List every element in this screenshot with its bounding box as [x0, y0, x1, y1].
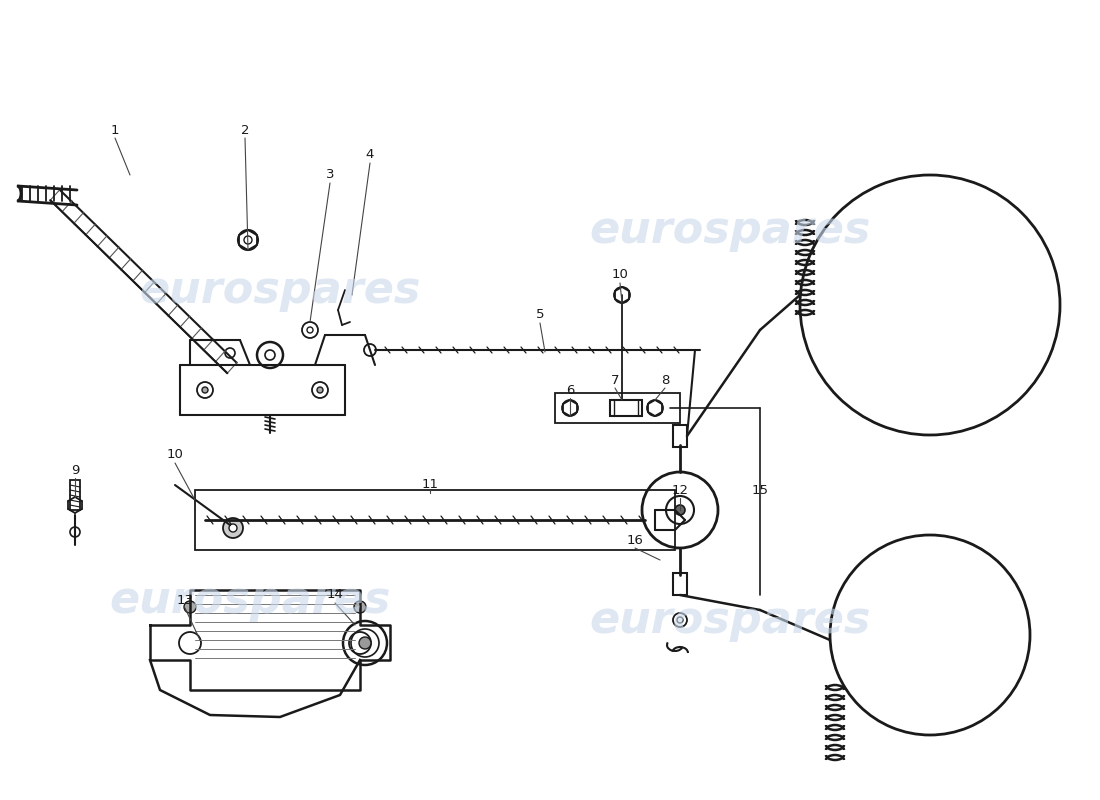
Circle shape	[223, 518, 243, 538]
Circle shape	[354, 601, 366, 613]
Circle shape	[676, 617, 683, 623]
Text: 15: 15	[751, 483, 769, 497]
Circle shape	[307, 327, 314, 333]
Circle shape	[184, 601, 196, 613]
Text: 3: 3	[326, 169, 334, 182]
Bar	[610, 400, 642, 416]
Text: eurospares: eurospares	[590, 209, 871, 251]
Text: 2: 2	[241, 123, 250, 137]
Circle shape	[202, 387, 208, 393]
Text: eurospares: eurospares	[140, 269, 420, 311]
Circle shape	[265, 350, 275, 360]
Circle shape	[675, 505, 685, 515]
Text: 14: 14	[327, 589, 343, 602]
Text: 1: 1	[111, 123, 119, 137]
Bar	[70, 480, 80, 510]
Text: 7: 7	[610, 374, 619, 386]
Bar	[556, 393, 680, 423]
Text: eurospares: eurospares	[109, 578, 390, 622]
Bar	[673, 425, 688, 447]
Text: 10: 10	[166, 449, 184, 462]
Circle shape	[317, 387, 323, 393]
Text: 10: 10	[612, 269, 628, 282]
Text: 13: 13	[176, 594, 194, 606]
Circle shape	[244, 236, 252, 244]
Bar	[195, 490, 675, 550]
Text: 12: 12	[671, 483, 689, 497]
Text: 6: 6	[565, 383, 574, 397]
Text: 11: 11	[421, 478, 439, 491]
Text: 8: 8	[661, 374, 669, 386]
Text: 9: 9	[70, 463, 79, 477]
Text: 4: 4	[366, 149, 374, 162]
Text: 16: 16	[627, 534, 644, 546]
Circle shape	[229, 524, 236, 532]
Text: eurospares: eurospares	[590, 598, 871, 642]
Text: 5: 5	[536, 309, 544, 322]
Circle shape	[359, 637, 371, 649]
Bar	[673, 573, 688, 595]
